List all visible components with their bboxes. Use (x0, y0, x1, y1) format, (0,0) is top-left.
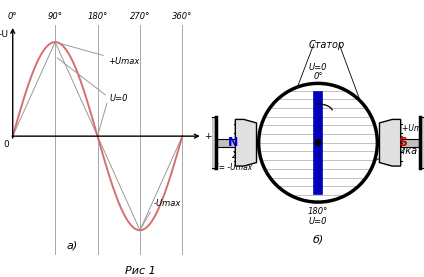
Text: 270°: 270° (130, 12, 150, 21)
Text: +Umax: +Umax (108, 57, 139, 66)
Text: S: S (398, 136, 407, 149)
Text: б): б) (312, 235, 324, 245)
Text: 270°: 270° (232, 151, 252, 160)
Text: U=0: U=0 (309, 63, 327, 72)
Text: U=0: U=0 (309, 217, 327, 226)
Text: 0: 0 (3, 140, 9, 149)
Polygon shape (379, 119, 401, 166)
Text: 180°: 180° (308, 207, 328, 216)
Text: 360°: 360° (172, 12, 192, 21)
Circle shape (259, 83, 377, 202)
Text: +U: +U (0, 30, 8, 39)
Text: 0°: 0° (313, 72, 323, 81)
Text: -Umax: -Umax (153, 199, 181, 208)
Bar (216, 138, 235, 147)
Text: U=0: U=0 (109, 94, 128, 103)
Bar (314, 92, 322, 194)
Text: а): а) (67, 241, 78, 251)
Text: N: N (228, 136, 238, 149)
Circle shape (315, 140, 321, 145)
Text: Статор: Статор (308, 40, 345, 50)
Text: 90°: 90° (390, 136, 405, 145)
Text: U= -Umax: U= -Umax (213, 163, 252, 172)
Bar (401, 138, 420, 147)
Text: 0°: 0° (8, 12, 17, 21)
Bar (211, 117, 216, 168)
Text: Рис 1: Рис 1 (125, 266, 155, 276)
Text: 90°: 90° (47, 12, 63, 21)
Text: 180°: 180° (87, 12, 108, 21)
Text: U=+Umax: U=+Umax (390, 124, 424, 134)
Text: +t: +t (204, 132, 215, 141)
Bar (420, 117, 424, 168)
Text: Рамка: Рамка (387, 146, 418, 156)
Polygon shape (235, 119, 257, 166)
